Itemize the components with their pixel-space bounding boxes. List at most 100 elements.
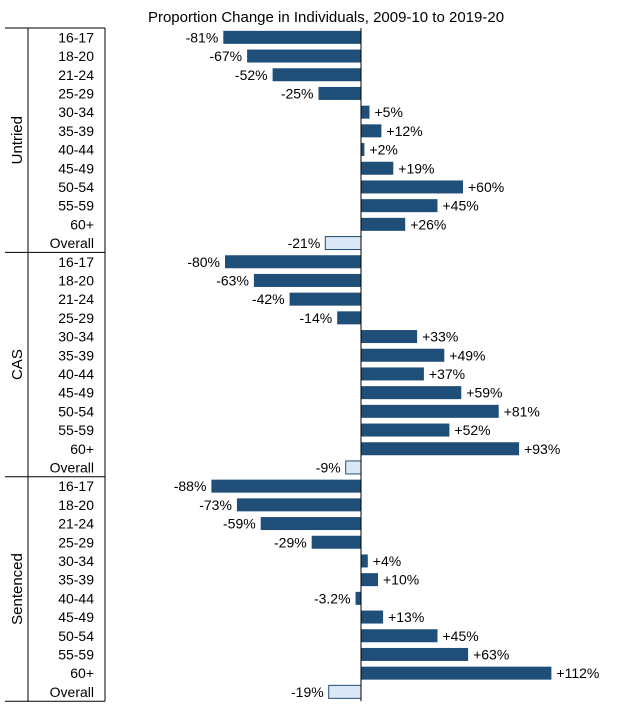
bar	[211, 479, 361, 493]
data-label: -80%	[187, 254, 220, 270]
category-label: 45-49	[58, 609, 94, 625]
bar	[311, 535, 361, 549]
bar	[361, 367, 424, 381]
data-label: +45%	[443, 198, 479, 214]
category-label: 25-29	[58, 310, 94, 326]
data-label: +112%	[556, 665, 599, 681]
category-label: 16-17	[58, 478, 94, 494]
data-label: +33%	[422, 329, 458, 345]
category-label: 55-59	[58, 198, 94, 214]
bar	[361, 330, 418, 344]
overall-bar	[324, 236, 362, 251]
bar	[361, 143, 365, 157]
category-label: Overall	[50, 684, 94, 700]
bar	[361, 423, 450, 437]
bar	[236, 498, 361, 512]
bar	[361, 386, 462, 400]
group-label: Sentenced	[9, 553, 26, 625]
data-label: +93%	[524, 441, 560, 457]
category-label: 25-29	[58, 85, 94, 101]
bar	[361, 404, 499, 418]
data-label: -88%	[174, 478, 207, 494]
data-label: +49%	[449, 347, 485, 363]
data-label: -21%	[288, 235, 321, 251]
category-label: 40-44	[58, 366, 94, 382]
category-label: 16-17	[58, 254, 94, 270]
bar	[361, 442, 520, 456]
group-label: Untried	[9, 116, 26, 164]
data-label: +19%	[398, 160, 434, 176]
category-label: 25-29	[58, 534, 94, 550]
bar	[361, 217, 406, 231]
data-label: +13%	[388, 609, 424, 625]
data-label: +2%	[369, 142, 397, 158]
category-label: 50-54	[58, 403, 94, 419]
category-label: 40-44	[58, 142, 94, 158]
data-label: +52%	[454, 422, 490, 438]
category-label: Overall	[50, 459, 94, 475]
bar	[355, 591, 361, 605]
category-label: 60+	[70, 216, 94, 232]
bar	[361, 666, 552, 680]
bar	[289, 292, 361, 306]
category-label: 21-24	[58, 516, 94, 532]
category-label: 30-34	[58, 329, 94, 345]
category-label: 55-59	[58, 422, 94, 438]
category-label: 30-34	[58, 104, 94, 120]
data-label: -81%	[186, 29, 219, 45]
bar	[225, 255, 361, 269]
data-label: +63%	[473, 646, 509, 662]
overall-bar	[345, 460, 362, 475]
bar	[361, 348, 445, 362]
bar	[361, 629, 438, 643]
overall-bar	[328, 684, 362, 699]
data-label: -19%	[291, 684, 324, 700]
category-label: 18-20	[58, 272, 94, 288]
bar	[337, 311, 361, 325]
bar	[318, 86, 361, 100]
data-label: -52%	[235, 67, 268, 83]
data-label: +4%	[373, 553, 401, 569]
bar	[361, 105, 370, 119]
bar	[272, 68, 361, 82]
category-label: Overall	[50, 235, 94, 251]
data-label: -25%	[281, 85, 314, 101]
category-label: 21-24	[58, 291, 94, 307]
bar	[361, 647, 469, 661]
bar	[361, 610, 384, 624]
bar	[223, 30, 361, 44]
category-label: 21-24	[58, 67, 94, 83]
bar	[247, 49, 361, 63]
data-label: +81%	[504, 403, 540, 419]
category-label: 30-34	[58, 553, 94, 569]
chart-title: Proportion Change in Individuals, 2009-1…	[148, 9, 504, 26]
category-label: 45-49	[58, 385, 94, 401]
bar	[361, 124, 382, 138]
bar	[361, 554, 368, 568]
data-label: -9%	[316, 459, 341, 475]
data-label: +5%	[375, 104, 403, 120]
bar	[361, 161, 394, 175]
data-label: +12%	[386, 123, 422, 139]
data-label: +10%	[383, 572, 419, 588]
category-label: 35-39	[58, 123, 94, 139]
data-label: +45%	[443, 628, 479, 644]
data-label: -67%	[209, 48, 242, 64]
data-label: +60%	[468, 179, 504, 195]
data-label: -73%	[199, 497, 232, 513]
data-label: +26%	[410, 216, 446, 232]
data-label: -63%	[216, 272, 249, 288]
bar	[361, 180, 463, 194]
category-label: 45-49	[58, 160, 94, 176]
data-label: -59%	[223, 516, 256, 532]
data-label: -29%	[274, 534, 307, 550]
category-label: 16-17	[58, 29, 94, 45]
category-label: 60+	[70, 441, 94, 457]
data-label: -42%	[252, 291, 285, 307]
plot-area: 16-17 -81% 18-20 -67% 21-24 -52% 25-29 -25% 30-3…	[5, 27, 599, 702]
category-label: 40-44	[58, 590, 94, 606]
data-label: +59%	[466, 385, 502, 401]
category-label: 18-20	[58, 497, 94, 513]
category-label: 60+	[70, 665, 94, 681]
